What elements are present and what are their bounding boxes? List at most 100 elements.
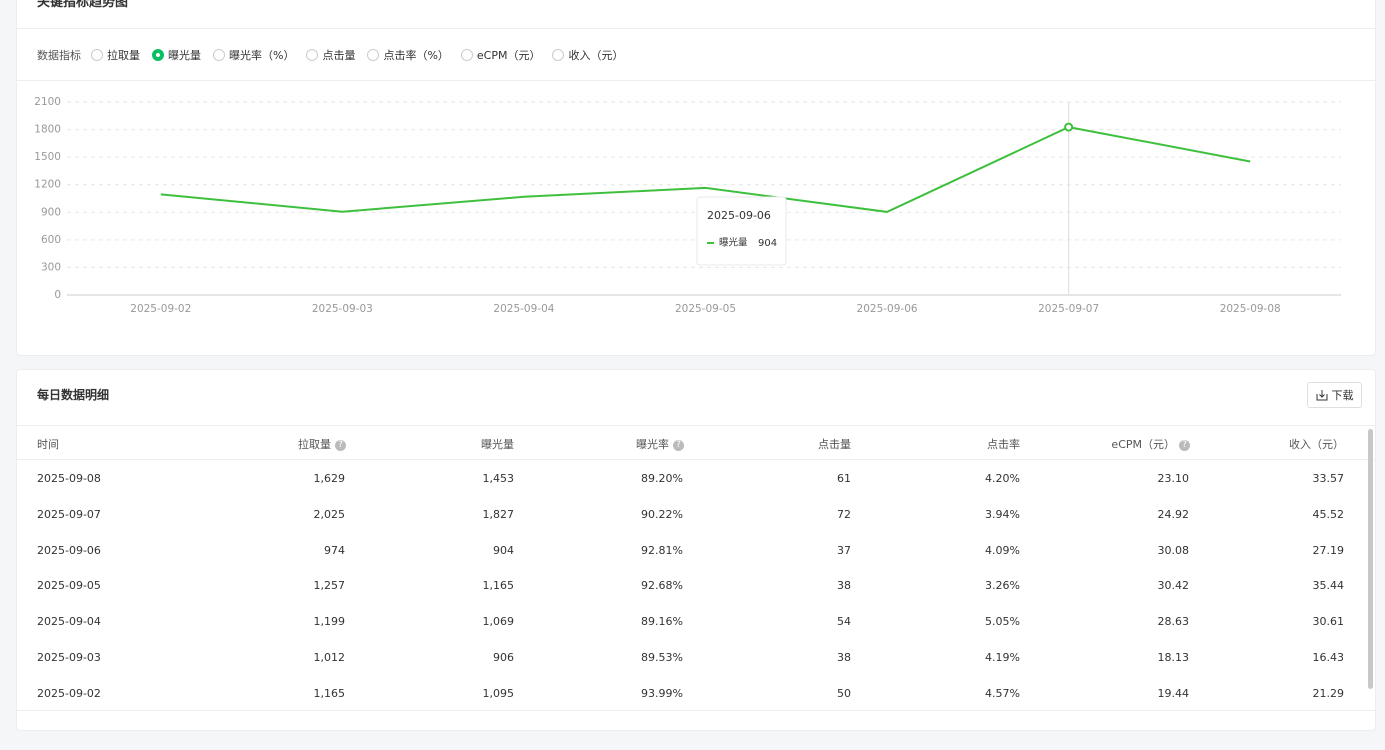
table-cell: 2025-09-08 xyxy=(37,472,101,485)
radio-option[interactable]: 曝光率（%） xyxy=(213,47,294,63)
table-cell: 2,025 xyxy=(313,507,346,521)
table-cell: 93.99% xyxy=(641,686,683,700)
table-cell: 89.53% xyxy=(641,651,683,664)
divider xyxy=(17,710,1375,711)
x-tick-label: 2025-09-04 xyxy=(493,303,554,315)
table-cell: 1,012 xyxy=(313,651,346,664)
column-label: eCPM（元） xyxy=(1111,438,1175,451)
radio-circle xyxy=(306,49,319,61)
table-cell: 30.61 xyxy=(1312,615,1345,629)
table-cell: 974 xyxy=(324,543,345,557)
column-label: 拉取量 xyxy=(298,438,331,451)
table-card: 每日数据明细 下载 时间 拉取量? 曝光量 曝光率? 点击量 点击率 eCPM（元）? 收入（… xyxy=(16,369,1376,731)
card-title: 每日数据明细 xyxy=(37,388,110,402)
table-cell: 28.63 xyxy=(1157,615,1190,629)
x-tick-label: 2025-09-05 xyxy=(675,303,736,315)
radio-option[interactable]: 拉取量 xyxy=(91,47,140,63)
x-tick-label: 2025-09-08 xyxy=(1220,303,1281,315)
table-cell: 906 xyxy=(493,651,514,664)
table-cell: 54 xyxy=(837,615,851,629)
table-cell: 35.44 xyxy=(1312,579,1345,593)
column-label: 点击量 xyxy=(818,438,851,451)
help-icon: ? xyxy=(335,439,346,451)
download-button[interactable]: 下载 xyxy=(1307,382,1362,408)
scrollbar[interactable] xyxy=(1368,429,1373,689)
selector-label: 数据指标 xyxy=(37,49,81,62)
table-cell: 90.22% xyxy=(641,507,683,521)
y-tick-label: 600 xyxy=(41,234,61,246)
radio-circle xyxy=(152,49,164,61)
table-cell: 4.57% xyxy=(985,686,1020,700)
radio-option[interactable]: 收入（元） xyxy=(552,47,623,63)
radio-label: 点击量 xyxy=(322,49,356,62)
table-cell: 27.19 xyxy=(1312,543,1345,557)
table-cell: 4.19% xyxy=(985,651,1020,664)
table-cell: 37 xyxy=(837,543,851,557)
table-cell: 3.26% xyxy=(985,579,1020,593)
table-cell: 4.20% xyxy=(985,472,1020,485)
table-cell: 1,827 xyxy=(482,507,515,521)
radio-option[interactable]: 曝光量 xyxy=(152,47,201,63)
table-cell: 3.94% xyxy=(985,507,1020,521)
column-label: 点击率 xyxy=(987,438,1020,451)
radio-label: 曝光率（%） xyxy=(229,49,295,62)
radio-label: eCPM（元） xyxy=(476,49,541,62)
table-cell: 1,257 xyxy=(313,579,346,593)
y-tick-label: 0 xyxy=(54,289,61,301)
table-cell: 16.43 xyxy=(1312,651,1345,664)
table-cell: 1,453 xyxy=(482,472,515,485)
help-icon: ? xyxy=(1179,439,1190,451)
table-cell: 2025-09-05 xyxy=(37,579,101,593)
column-header: 拉取量? xyxy=(298,436,346,452)
help-icon: ? xyxy=(673,439,684,451)
download-label: 下载 xyxy=(1331,389,1354,402)
radio-circle xyxy=(552,49,565,61)
table-cell: 89.16% xyxy=(641,615,683,629)
table-cell: 1,629 xyxy=(313,472,346,485)
radio-label: 曝光量 xyxy=(168,49,201,62)
table-cell: 1,069 xyxy=(482,615,515,629)
download-icon xyxy=(1316,390,1327,401)
column-label: 收入（元） xyxy=(1289,438,1344,451)
hover-point xyxy=(1064,122,1074,132)
radio-circle xyxy=(367,49,380,61)
table-cell: 33.57 xyxy=(1312,472,1345,485)
radio-option[interactable]: 点击量 xyxy=(306,47,355,63)
table-cell: 61 xyxy=(837,472,851,485)
radio-circle xyxy=(460,49,473,61)
card-title: 关键指标趋势图 xyxy=(37,0,129,10)
x-tick-label: 2025-09-03 xyxy=(312,303,373,315)
table-cell: 89.20% xyxy=(641,472,683,485)
table-cell: 5.05% xyxy=(985,615,1020,629)
divider xyxy=(17,459,1375,460)
table-cell: 38 xyxy=(837,651,851,664)
table-cell: 4.09% xyxy=(985,543,1020,557)
column-header: 曝光率? xyxy=(636,436,684,452)
table-cell: 2025-09-06 xyxy=(37,543,101,557)
radio-option[interactable]: 点击率（%） xyxy=(367,47,449,63)
table-cell: 45.52 xyxy=(1312,507,1345,521)
y-tick-label: 1200 xyxy=(34,179,61,191)
tooltip xyxy=(696,196,787,266)
table-cell: 1,165 xyxy=(313,686,346,700)
x-tick-label: 2025-09-02 xyxy=(130,303,191,315)
divider xyxy=(17,80,1375,81)
table-cell: 92.68% xyxy=(641,579,683,593)
table-cell: 1,095 xyxy=(482,686,515,700)
y-tick-label: 1800 xyxy=(34,124,61,136)
table-cell: 92.81% xyxy=(641,543,683,557)
column-header: eCPM（元）? xyxy=(1111,436,1190,452)
table-cell: 2025-09-02 xyxy=(37,686,101,700)
column-label: 曝光量 xyxy=(481,438,514,451)
table-cell: 19.44 xyxy=(1157,686,1190,700)
table-cell: 18.13 xyxy=(1157,651,1190,664)
table-cell: 2025-09-07 xyxy=(37,507,101,521)
tooltip-series: 曝光量 xyxy=(719,237,748,249)
radio-circle xyxy=(213,49,225,61)
radio-circle xyxy=(91,49,103,61)
table-cell: 1,165 xyxy=(482,579,515,593)
table-cell: 23.10 xyxy=(1157,472,1190,485)
divider xyxy=(17,28,1375,29)
radio-option[interactable]: eCPM（元） xyxy=(460,47,541,63)
